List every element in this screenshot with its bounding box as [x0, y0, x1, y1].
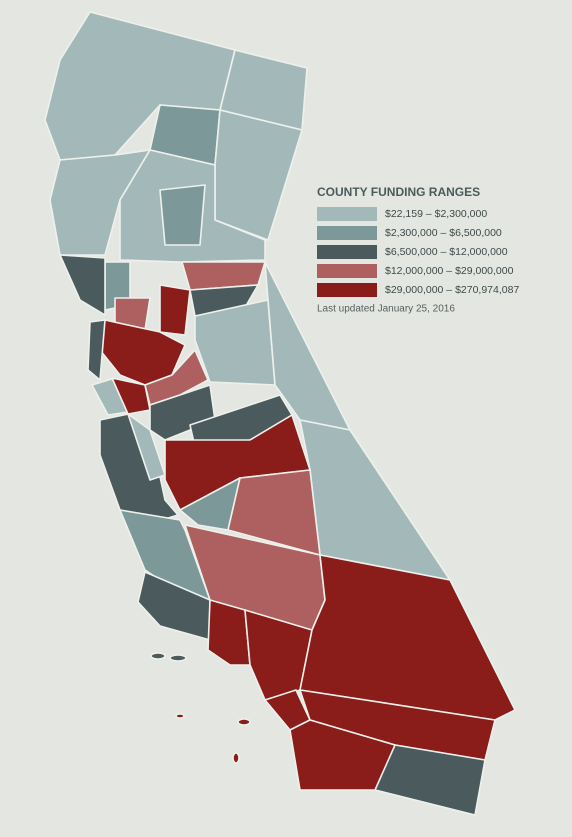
- legend: COUNTY FUNDING RANGES Last updated Janua…: [317, 185, 519, 315]
- legend-title: COUNTY FUNDING RANGES: [317, 185, 480, 199]
- legend-label: $6,500,000 – $12,000,000: [385, 246, 508, 258]
- legend-label: $29,000,000 – $270,974,087: [385, 284, 519, 296]
- county: [137, 571, 211, 641]
- county: [207, 599, 251, 666]
- legend-label: $22,159 – $2,300,000: [385, 208, 487, 220]
- island: [169, 654, 187, 662]
- county: [59, 254, 106, 316]
- county: [264, 261, 351, 431]
- island: [175, 713, 185, 719]
- county: [87, 319, 106, 381]
- legend-label: $2,300,000 – $6,500,000: [385, 227, 502, 239]
- county: [374, 744, 486, 816]
- legend-swatch: [317, 245, 377, 259]
- legend-swatch: [317, 207, 377, 221]
- county: [49, 149, 151, 256]
- county: [194, 299, 276, 386]
- legend-swatch: [317, 283, 377, 297]
- island: [150, 652, 166, 660]
- california-counties: [44, 11, 516, 816]
- island: [232, 752, 240, 764]
- county: [159, 184, 206, 246]
- legend-swatch: [317, 264, 377, 278]
- legend-note: Last updated January 25, 2016: [317, 304, 455, 315]
- county: [159, 284, 191, 336]
- legend-label: $12,000,000 – $29,000,000: [385, 265, 514, 277]
- legend-swatch: [317, 226, 377, 240]
- island: [237, 718, 251, 726]
